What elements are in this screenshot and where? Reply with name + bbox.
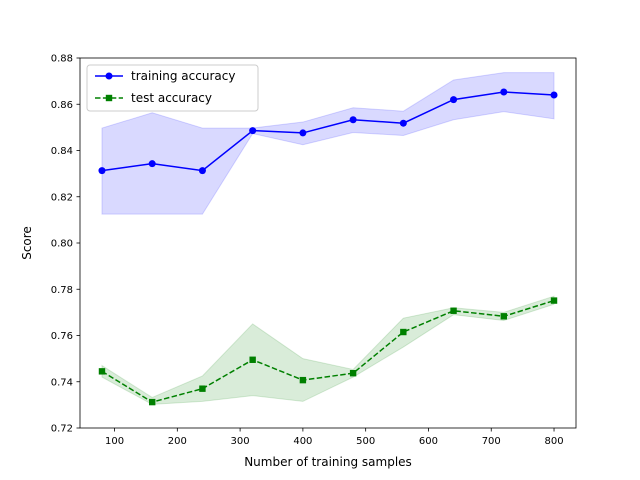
data-point-1-4	[299, 376, 307, 384]
x-tick-label-0: 100	[105, 436, 124, 447]
y-tick-label-5: 0.82	[51, 192, 73, 203]
data-point-1-0	[98, 368, 106, 375]
confidence-bands	[101, 72, 555, 405]
y-tick-label-1: 0.74	[51, 377, 73, 388]
y-tick-label-8: 0.88	[51, 54, 73, 65]
data-point-1-1	[149, 398, 156, 406]
series-line-0	[101, 91, 555, 172]
data-point-0-7	[450, 96, 458, 104]
y-axis-label: Score	[20, 226, 34, 260]
band-1	[101, 295, 555, 405]
data-point-0-8	[500, 88, 508, 96]
x-axis-label: Number of training samples	[244, 455, 412, 469]
y-tick-label-3: 0.78	[51, 285, 73, 296]
series-lines	[101, 91, 555, 403]
x-tick-label-7: 800	[544, 436, 563, 447]
data-point-0-5	[349, 116, 357, 124]
data-point-0-6	[399, 119, 407, 127]
data-point-1-3	[249, 356, 256, 363]
legend-box	[86, 64, 259, 112]
series-line-1	[101, 299, 555, 403]
y-tick-label-0: 0.72	[51, 424, 73, 435]
data-point-1-5	[349, 369, 357, 377]
x-tick-label-1: 200	[168, 436, 187, 447]
data-point-1-2	[199, 385, 206, 392]
y-axis-ticks: 0.72 0.74 0.76 0.78 0.80 0.82 0.84 0.86 0.88	[51, 54, 80, 435]
y-tick-label-2: 0.76	[51, 331, 73, 342]
data-point-1-9	[550, 297, 558, 304]
legend-label-1: test accuracy	[131, 91, 212, 105]
x-axis-ticks: 100 200 300 400 500 600 700 800	[105, 428, 564, 447]
data-point-1-7	[450, 307, 457, 314]
legend-swatch-marker-1	[105, 94, 113, 102]
legend-label-0: training accuracy	[131, 69, 235, 83]
x-tick-label-6: 700	[482, 436, 501, 447]
data-point-0-2	[198, 167, 206, 175]
series-markers	[98, 88, 558, 406]
y-tick-label-7: 0.86	[51, 100, 73, 111]
x-tick-label-5: 600	[419, 436, 438, 447]
x-tick-label-2: 300	[231, 436, 250, 447]
data-point-0-1	[148, 160, 156, 168]
data-point-0-4	[299, 129, 307, 137]
data-point-0-3	[249, 127, 257, 135]
legend: training accuracy test accuracy	[86, 64, 259, 112]
y-tick-label-4: 0.80	[51, 239, 73, 250]
band-0	[101, 72, 555, 215]
x-tick-label-3: 400	[293, 436, 312, 447]
legend-swatch-marker-0	[105, 72, 113, 80]
data-point-0-0	[98, 167, 106, 175]
data-point-0-9	[550, 91, 558, 99]
x-tick-label-4: 500	[356, 436, 375, 447]
data-point-1-6	[400, 328, 407, 336]
data-point-1-8	[500, 313, 507, 320]
y-tick-label-6: 0.84	[51, 146, 73, 157]
